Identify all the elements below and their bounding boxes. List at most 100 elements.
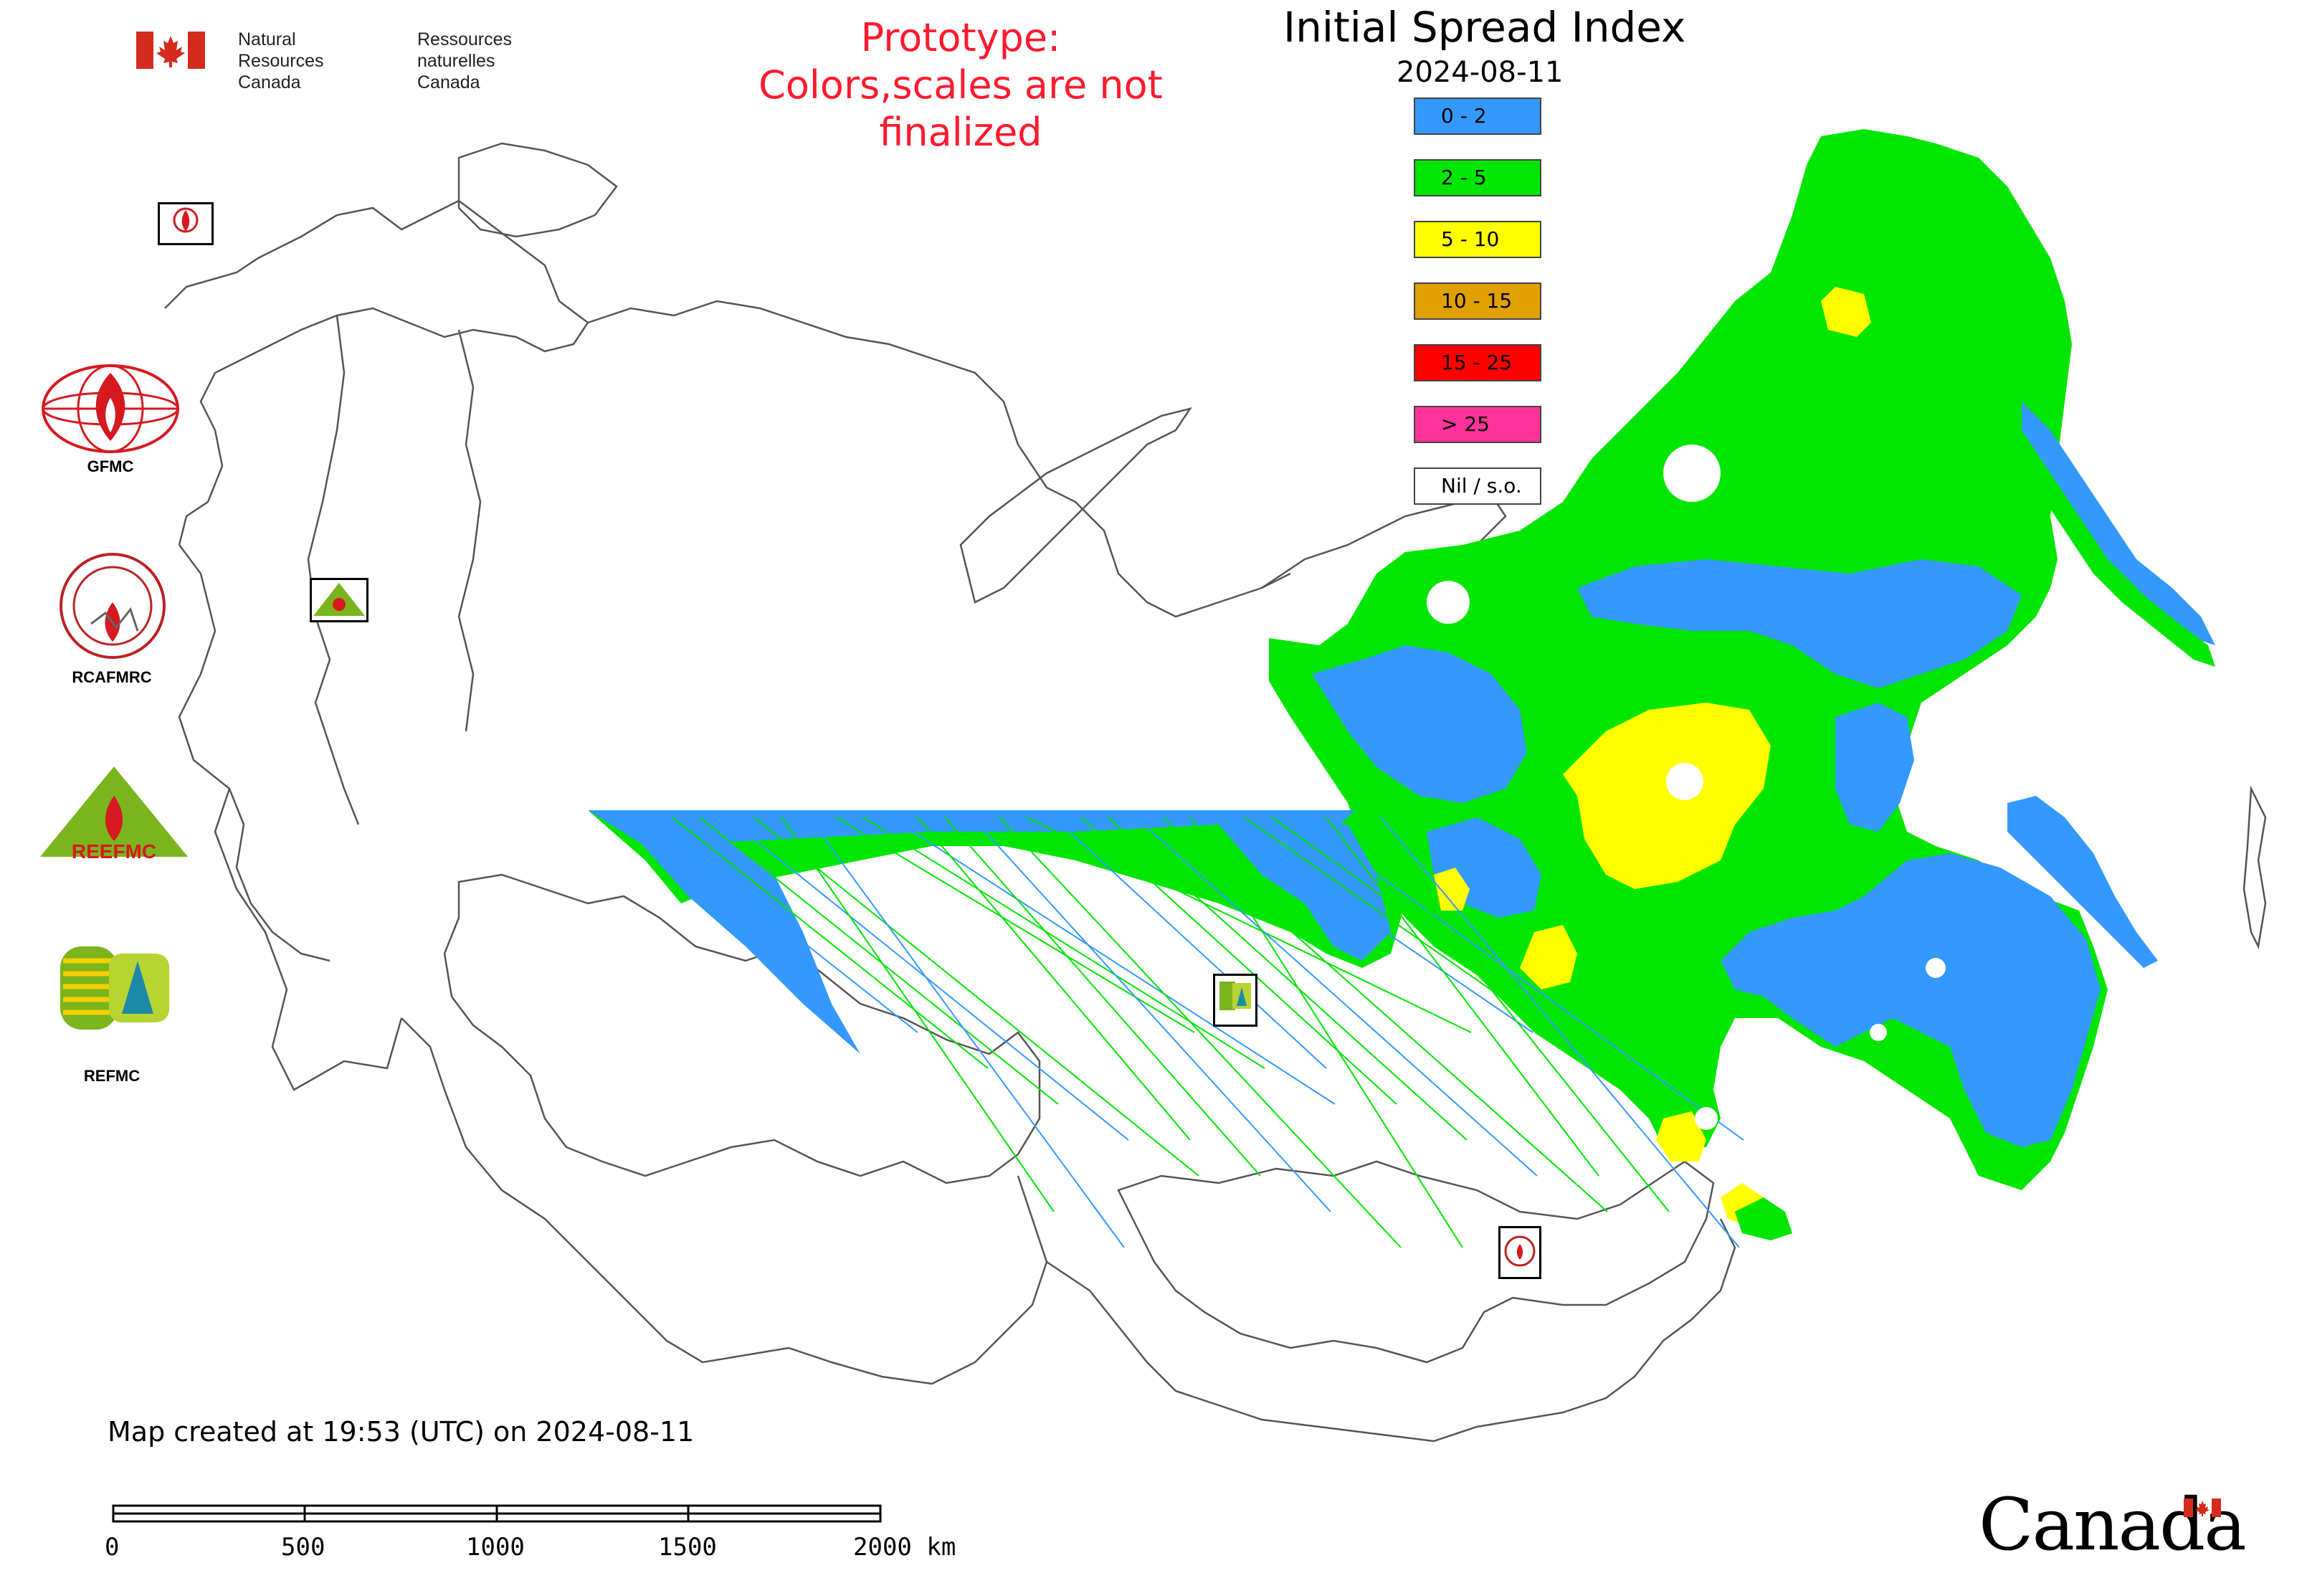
isi-2-5-region-island [1735, 1197, 1792, 1240]
gfmc-logo-label: GFMC [87, 457, 134, 475]
isi-streak-line [672, 817, 989, 1069]
isi-streak-line [1217, 817, 1533, 1033]
legend-item: 0 - 2 [1414, 98, 1541, 135]
sakhalin-outline [2242, 785, 2267, 949]
legend-item: > 25 [1414, 406, 1541, 443]
refmc-sigma-icon [60, 946, 169, 1030]
agency-fr-line1: Ressources naturelles [417, 29, 512, 71]
kazakhstan-outline [443, 873, 1041, 1184]
china-north-outline [1046, 1218, 1736, 1443]
isi-streak-line [944, 817, 1261, 1177]
isi-5-10-region-west [1434, 868, 1470, 911]
scale-label-1500: 1500 [658, 1533, 717, 1562]
isi-5-10-region-central [1563, 703, 1771, 889]
isi-2-5-region-kamchatka [1986, 402, 2215, 667]
scale-label-500: 500 [281, 1533, 325, 1562]
isi-nil-spot [1663, 445, 1721, 502]
agency-fr-line2: Canada [417, 72, 480, 92]
spread-index-data-layer [588, 129, 2215, 1248]
prototype-notice-line1: Prototype: [860, 15, 1061, 60]
isi-streak-line [699, 817, 1059, 1105]
isi-streak-line [753, 817, 1199, 1177]
isi-streak-line [808, 817, 1125, 1248]
map-created-note: Map created at 19:53 (UTC) on 2024-08-11 [108, 1416, 695, 1448]
reefmc-triangle-icon: REEFMC [40, 766, 188, 863]
legend-item: Nil / s.o. [1414, 467, 1541, 505]
isi-streak-line [999, 817, 1402, 1248]
isi-streak-line [645, 817, 918, 1033]
russia-west-outline [178, 544, 330, 962]
isi-streak-line [1380, 817, 1740, 1248]
isi-5-10-region-border [1656, 1111, 1706, 1162]
fennoscandia-outline [164, 199, 589, 546]
map-date: 2024-08-11 [1397, 56, 1564, 89]
isi-streak-line [890, 817, 1336, 1105]
isi-streak-line [1080, 817, 1397, 1105]
isi-streak-line [917, 817, 1191, 1141]
isi-0-2-region-east [1835, 703, 1914, 832]
legend-item: 10 - 15 [1414, 282, 1541, 320]
isi-streak-line [1135, 817, 1538, 1177]
legend-item: 15 - 25 [1414, 344, 1541, 381]
prototype-notice: Prototype: Colors,scales are not finaliz… [674, 14, 1247, 156]
mongolia-outline [1117, 1160, 1715, 1364]
isi-streak-line [862, 817, 1265, 1069]
isi-streak-line [1162, 817, 1608, 1212]
isi-streak-line [1108, 817, 1468, 1141]
arctic-coast-outline [587, 300, 1291, 618]
reefmc-marker-icon[interactable] [310, 578, 368, 622]
isi-nil-spot [1427, 581, 1470, 624]
isi-nil-spot [1666, 763, 1703, 800]
isi-0-2-region-coast [2007, 796, 2158, 968]
legend-item: 5 - 10 [1414, 221, 1541, 258]
rcafmrc-marker-icon[interactable] [1498, 1226, 1541, 1279]
isi-0-2-region-kamchatka [2022, 402, 2215, 645]
isi-2-5-streak-region [588, 810, 1405, 968]
isi-0-2-region-southeast [1721, 853, 2101, 1147]
scale-label-2000: 2000 km [853, 1533, 956, 1562]
kola-peninsula-outline [457, 142, 618, 238]
isi-5-10-region-south [1520, 925, 1577, 989]
siberia-internal-outline [307, 315, 482, 825]
scale-bar [112, 1504, 882, 1523]
agency-en-line1: Natural Resources [238, 29, 324, 71]
isi-streak-lines [645, 817, 1744, 1248]
isi-streak-line [1353, 817, 1670, 1212]
agency-en-line2: Canada [238, 72, 301, 92]
isi-streak-line [1271, 817, 1674, 1105]
canada-wordmark-flag-icon [2184, 1498, 2221, 1517]
prototype-notice-line2: Colors,scales are not finalized [758, 62, 1163, 155]
isi-nil-spot [1926, 958, 1946, 978]
europe-south-outline [214, 788, 403, 1091]
country-outlines [164, 142, 2267, 1443]
map-title: Initial Spread Index [1283, 3, 1686, 52]
novaya-zemlya-outline [959, 407, 1192, 604]
isi-0-2-streak-east [1219, 825, 1391, 961]
scale-label-0: 0 [105, 1533, 120, 1562]
isi-nil-spot [1695, 1107, 1718, 1130]
isi-0-2-region-north [1577, 559, 2022, 688]
refmc-marker-icon[interactable] [1213, 974, 1257, 1027]
gfmc-marker-icon[interactable] [158, 202, 214, 245]
scale-label-1000: 1000 [466, 1533, 525, 1562]
isi-0-2-region-west [1312, 645, 1527, 803]
isi-streak-line [1189, 817, 1463, 1248]
legend-item: 2 - 5 [1414, 159, 1541, 196]
isi-streak-line [971, 817, 1331, 1212]
isi-nil-spot [1870, 1024, 1887, 1041]
isi-nil-spot [2091, 1116, 2111, 1136]
rcafmrc-logo-label: RCAFMRC [72, 668, 152, 686]
isi-streak-line [1298, 817, 1744, 1141]
gfmc-globe-flame-icon [42, 364, 179, 453]
isi-streak-line [1026, 817, 1472, 1033]
isi-5-10-region-north [1821, 287, 1871, 337]
rcafmrc-seal-icon [60, 553, 166, 659]
isi-streak-line [1053, 817, 1327, 1069]
reefmc-wordmark: REEFMC [72, 840, 156, 863]
isi-streak-line [781, 817, 1055, 1212]
central-asia-outline [401, 1017, 1048, 1385]
isi-streak-line [1326, 817, 1599, 1177]
canada-flag-icon [136, 32, 205, 69]
refmc-logo-label: REFMC [83, 1067, 141, 1085]
